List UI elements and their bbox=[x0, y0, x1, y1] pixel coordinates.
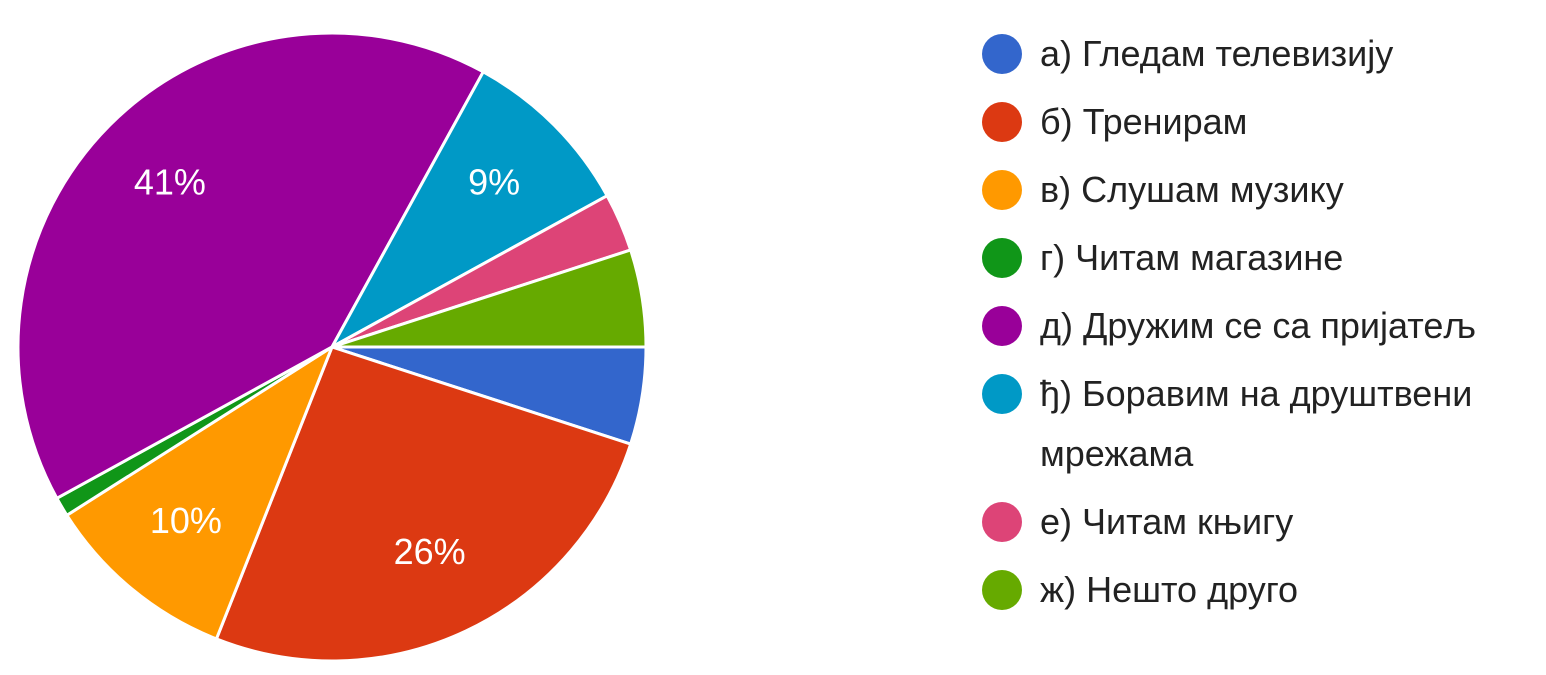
legend-marker bbox=[982, 102, 1022, 142]
legend-label: е) Читам књигу bbox=[1040, 501, 1294, 542]
legend-marker bbox=[982, 502, 1022, 542]
legend-label: ђ) Боравим на друштвени мрежама bbox=[1040, 373, 1473, 474]
pie-slice bbox=[16, 31, 486, 501]
legend-label: а) Гледам телевизију bbox=[1040, 33, 1394, 74]
legend-item: б) Тренирам bbox=[980, 92, 1500, 152]
legend-label: ж) Нешто друго bbox=[1040, 569, 1299, 610]
legend: а) Гледам телевизију б) Тренирам в) Слушам… bbox=[980, 24, 1500, 628]
slice-label: 26% bbox=[394, 531, 466, 572]
pie-slice bbox=[331, 248, 648, 349]
legend-item: в) Слушам музику bbox=[980, 160, 1500, 220]
legend-marker bbox=[982, 374, 1022, 414]
legend-item: ђ) Боравим на друштвени мрежама bbox=[980, 364, 1500, 484]
pie-slice bbox=[328, 69, 610, 351]
legend-marker bbox=[982, 170, 1022, 210]
legend-item: г) Читам магазине bbox=[980, 228, 1500, 288]
legend-label: б) Тренирам bbox=[1040, 101, 1248, 142]
legend-marker bbox=[982, 238, 1022, 278]
legend-item: д) Дружим се са пријатељ bbox=[980, 296, 1500, 356]
slice-label: 9% bbox=[468, 161, 520, 202]
legend-label: в) Слушам музику bbox=[1040, 169, 1344, 210]
pie-slice bbox=[214, 345, 633, 663]
legend-item: ж) Нешто друго bbox=[980, 560, 1500, 620]
legend-label: г) Читам магазине bbox=[1040, 237, 1344, 278]
legend-item: а) Гледам телевизију bbox=[980, 24, 1500, 84]
slice-label: 41% bbox=[134, 161, 206, 202]
legend-marker bbox=[982, 570, 1022, 610]
legend-label: д) Дружим се са пријатељ bbox=[1040, 305, 1476, 346]
legend-item: е) Читам књигу bbox=[980, 492, 1500, 552]
pie-area: 26% 10% 41% 9% bbox=[16, 31, 648, 663]
legend-marker bbox=[982, 306, 1022, 346]
legend-marker bbox=[982, 34, 1022, 74]
pie-slice bbox=[64, 343, 336, 641]
slice-label: 10% bbox=[150, 500, 222, 541]
